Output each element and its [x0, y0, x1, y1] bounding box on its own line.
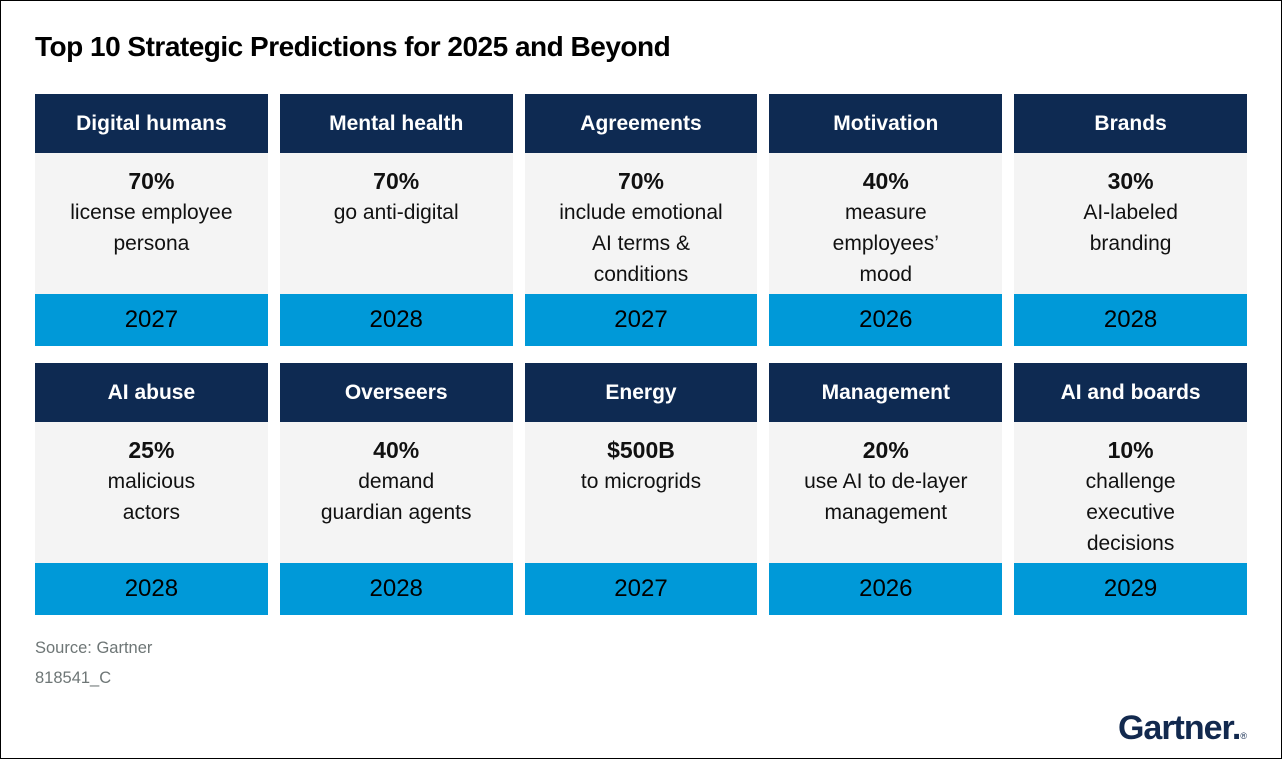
card-body: 70% include emotional AI terms & conditi… [524, 153, 758, 294]
card-description: use AI to de-layer management [804, 470, 968, 524]
card-description: license employee persona [70, 201, 233, 255]
prediction-card: Mental health 70% go anti-digital 2028 [279, 94, 513, 346]
card-stat-value: 70% [373, 168, 420, 194]
card-stat-value: 20% [862, 437, 909, 463]
card-year-badge: 2028 [1014, 294, 1247, 346]
card-body: $500B to microgrids [524, 422, 758, 563]
prediction-card: Energy $500B to microgrids 2027 [524, 363, 758, 615]
prediction-card: AI abuse 25% malicious actors 2028 [35, 363, 268, 615]
card-stat-value: 25% [128, 437, 175, 463]
card-year-badge: 2028 [35, 563, 268, 615]
predictions-grid: Digital humans 70% license employee pers… [35, 94, 1247, 615]
prediction-card: Digital humans 70% license employee pers… [35, 94, 268, 346]
prediction-card: Brands 30% AI-labeled branding 2028 [1014, 94, 1247, 346]
card-category-header: Digital humans [35, 94, 268, 153]
card-description: malicious actors [107, 470, 196, 524]
card-category-header: Energy [524, 363, 758, 422]
prediction-card: Overseers 40% demand guardian agents 202… [279, 363, 513, 615]
prediction-card: Management 20% use AI to de-layer manage… [769, 363, 1003, 615]
card-category-header: Overseers [279, 363, 513, 422]
card-body: 40% demand guardian agents [279, 422, 513, 563]
card-body: 70% go anti-digital [279, 153, 513, 294]
card-category-header: AI and boards [1014, 363, 1247, 422]
card-stat-value: 30% [1107, 168, 1154, 194]
card-stat-value: 10% [1107, 437, 1154, 463]
card-year-badge: 2028 [279, 563, 513, 615]
card-category-header: Mental health [279, 94, 513, 153]
prediction-card: AI and boards 10% challenge executive de… [1014, 363, 1247, 615]
card-description: challenge executive decisions [1085, 470, 1176, 555]
document-code: 818541_C [35, 669, 112, 687]
source-block: Source: Gartner 818541_C [35, 633, 152, 693]
card-year-badge: 2028 [279, 294, 513, 346]
card-year-badge: 2029 [1014, 563, 1247, 615]
card-description: demand guardian agents [320, 470, 472, 524]
card-year-badge: 2027 [524, 563, 758, 615]
page-title: Top 10 Strategic Predictions for 2025 an… [35, 31, 671, 62]
card-body: 25% malicious actors [35, 422, 268, 563]
card-body: 30% AI-labeled branding [1014, 153, 1247, 294]
source-text: Source: Gartner [35, 639, 153, 657]
card-year-badge: 2027 [35, 294, 268, 346]
card-body: 70% license employee persona [35, 153, 268, 294]
card-stat-value: $500B [607, 437, 675, 463]
prediction-card: Motivation 40% measure employees’ mood 2… [769, 94, 1003, 346]
gartner-wordmark: Gartner. [1117, 709, 1241, 747]
card-stat-value: 70% [617, 168, 665, 194]
card-stat-value: 40% [862, 168, 909, 194]
card-body: 20% use AI to de-layer management [769, 422, 1003, 563]
gartner-logo: Gartner.® [1118, 709, 1247, 748]
card-stat-value: 70% [128, 168, 175, 194]
card-year-badge: 2026 [769, 294, 1003, 346]
card-body: 40% measure employees’ mood [769, 153, 1003, 294]
card-description: measure employees’ mood [832, 201, 939, 286]
card-description: go anti-digital [333, 201, 459, 224]
card-category-header: Brands [1014, 94, 1247, 153]
card-year-badge: 2027 [524, 294, 758, 346]
prediction-card: Agreements 70% include emotional AI term… [524, 94, 758, 346]
card-category-header: Management [769, 363, 1003, 422]
card-description: include emotional AI terms & conditions [559, 201, 723, 286]
card-category-header: AI abuse [35, 363, 268, 422]
card-year-badge: 2026 [769, 563, 1003, 615]
card-stat-value: 40% [373, 437, 420, 463]
card-body: 10% challenge executive decisions [1014, 422, 1247, 563]
card-description: AI-labeled branding [1083, 201, 1178, 255]
card-category-header: Agreements [524, 94, 758, 153]
card-description: to microgrids [580, 470, 702, 493]
card-category-header: Motivation [769, 94, 1003, 153]
registered-trademark-icon: ® [1240, 731, 1247, 741]
